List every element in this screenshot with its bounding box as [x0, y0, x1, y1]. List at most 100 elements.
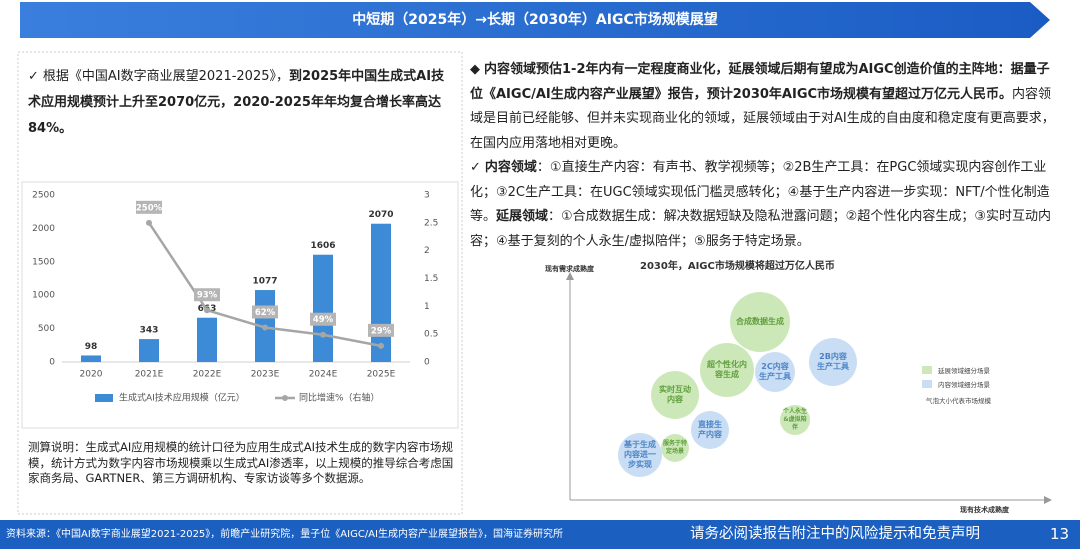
label-box	[368, 323, 394, 337]
legend-label: 生成式AI技术应用规模（亿元）	[119, 392, 245, 404]
bar	[371, 223, 391, 362]
y-tick-label: 1500	[32, 257, 55, 267]
data-label: 29%	[371, 326, 392, 336]
bubble-label: 超个性化内容生成	[707, 360, 747, 379]
legend-swatch	[922, 366, 932, 374]
bubble: 2C内容生产工具	[755, 352, 795, 392]
bubble: 2B内容生产工具	[809, 338, 857, 386]
footer-disclaimer: 请务必阅读报告附注中的风险提示和免责声明	[690, 526, 980, 542]
data-label: 93%	[197, 291, 218, 301]
footer-source: 资料来源：《中国AI数字商业展望2021-2025》，前瞻产业研究院，量子位《A…	[6, 529, 563, 540]
point	[378, 342, 384, 349]
y-tick-label: 2500	[32, 191, 55, 201]
text-run: 到2025年中国生成式AI技术应用规模预计上升至2070亿元，2020-2025…	[28, 69, 445, 136]
text-run: ：①直接生产内容：有声书、教学视频等；②2B生产工具：在PGC领域实现内容创作工…	[470, 160, 1050, 224]
data-label: 1606	[310, 241, 335, 251]
x-tick-label: 2023E	[251, 370, 280, 380]
left-text: ✓ 根据《中国AI数字商业展望2021-2025》，到2025年中国生成式AI技术…	[28, 64, 456, 142]
y-tick-label: 500	[38, 324, 55, 334]
legend-label: 同比增速%（右轴）	[299, 392, 380, 404]
x-axis-label: 现有技术成熟度	[960, 506, 1009, 514]
bubble: 超个性化内容生成	[700, 343, 754, 397]
bubble-label: 服务于特定场景	[662, 440, 687, 455]
y-tick-label: 1000	[32, 291, 55, 301]
bullet: ✓	[470, 160, 481, 175]
y2-tick-label: 2	[424, 246, 430, 256]
bullet: ◆	[470, 62, 480, 77]
left-panel	[17, 51, 463, 515]
x-tick-label: 2024E	[309, 370, 338, 380]
bullet: ✓	[28, 69, 39, 84]
x-tick-label: 2020	[80, 370, 103, 380]
label-box	[252, 305, 278, 319]
header-title: 中短期（2025年）→长期（2030年）AIGC市场规模展望	[352, 12, 718, 28]
data-label: 343	[140, 326, 159, 336]
point	[204, 307, 210, 314]
legend-swatch	[95, 394, 113, 402]
point	[146, 219, 152, 226]
paragraph: ✓ 内容领域：①直接生产内容：有声书、教学视频等；②2B生产工具：在PGC领域实现…	[470, 156, 1062, 254]
label-box	[310, 312, 336, 326]
bar	[313, 254, 333, 362]
y2-tick-label: 3	[424, 191, 430, 201]
bubble-label: 个人永生&虚拟陪伴	[782, 408, 807, 431]
label-box	[194, 288, 220, 302]
data-label: 1077	[252, 277, 277, 287]
bubble-label: 直接生产内容	[698, 420, 722, 439]
footer-bar	[0, 520, 1080, 549]
y2-tick-label: 0.5	[424, 330, 438, 340]
bar	[197, 317, 217, 362]
paragraph: ◆ 内容领域预估1-2年内有一定程度商业化，延展领域后期有望成为AIGC创造价值的…	[470, 58, 1062, 156]
data-label: 62%	[255, 308, 276, 318]
y-tick-label: 0	[49, 358, 55, 368]
bubble-label: 基于生成内容进一步实现	[624, 440, 656, 469]
label-box	[136, 200, 162, 214]
bar	[139, 339, 159, 362]
x-tick-label: 2021E	[135, 370, 164, 380]
point	[262, 324, 268, 331]
arrow	[566, 272, 574, 280]
y2-tick-label: 2.5	[424, 218, 438, 228]
bubble-label: 实时互动内容	[659, 385, 691, 404]
chart-frame	[21, 181, 459, 429]
y2-tick-label: 0	[424, 358, 430, 368]
text-run: 延展领域	[496, 209, 549, 224]
data-label: 98	[85, 342, 98, 352]
bubble: 合成数据生成	[730, 292, 790, 352]
y2-tick-label: 1	[424, 302, 430, 312]
text-run: 内容领域是目前已经能够、但并未实现商业化的领域，延展领域由于对AI生成的自由度和…	[470, 86, 1055, 151]
text-run: ：①合成数据生成：解决数据短缺及隐私泄露问题；②超个性化内容生成；③实时互动内容…	[470, 209, 1051, 249]
point	[320, 331, 326, 338]
y-axis-label: 现有需求成熟度	[545, 265, 594, 273]
data-label: 2070	[368, 210, 393, 220]
bubble: 个人永生&虚拟陪伴	[780, 405, 810, 435]
note: 测算说明：生成式AI应用规模的统计口径为应用生成式AI技术生成的数字内容市场规模…	[28, 440, 454, 485]
x-tick-label: 2025E	[367, 370, 396, 380]
bubble: 实时互动内容	[651, 371, 699, 419]
legend-label: 延展领域细分场景	[938, 367, 990, 375]
text-run: 根据《中国AI数字商业展望2021-2025》，	[42, 69, 289, 84]
legend-note: 气泡大小代表市场规模	[926, 397, 991, 405]
data-label: 250%	[136, 203, 163, 213]
bubble: 直接生产内容	[691, 411, 729, 449]
y2-tick-label: 1.5	[424, 274, 438, 284]
arrow	[1044, 496, 1052, 504]
header-bar	[20, 2, 1050, 38]
legend-swatch	[282, 395, 288, 401]
y-tick-label: 2000	[32, 224, 55, 234]
bubble: 基于生成内容进一步实现	[618, 433, 662, 477]
legend-swatch	[922, 380, 932, 388]
bubble-label: 2C内容生产工具	[759, 362, 791, 381]
page-number: 13	[1050, 525, 1070, 543]
x-tick-label: 2022E	[193, 370, 222, 380]
right-text: ◆ 内容领域预估1-2年内有一定程度商业化，延展领域后期有望成为AIGC创造价值的…	[470, 58, 1062, 254]
data-label: 49%	[313, 315, 334, 325]
text-run: 内容领域	[484, 160, 537, 175]
bubble-label: 合成数据生成	[736, 317, 784, 326]
bubble: 服务于特定场景	[661, 434, 689, 462]
legend-label: 内容领域细分场景	[938, 381, 990, 389]
bubble-label: 2B内容生产工具	[817, 352, 849, 371]
diagram-title: 2030年，AIGC市场规模将超过万亿人民币	[640, 261, 835, 272]
